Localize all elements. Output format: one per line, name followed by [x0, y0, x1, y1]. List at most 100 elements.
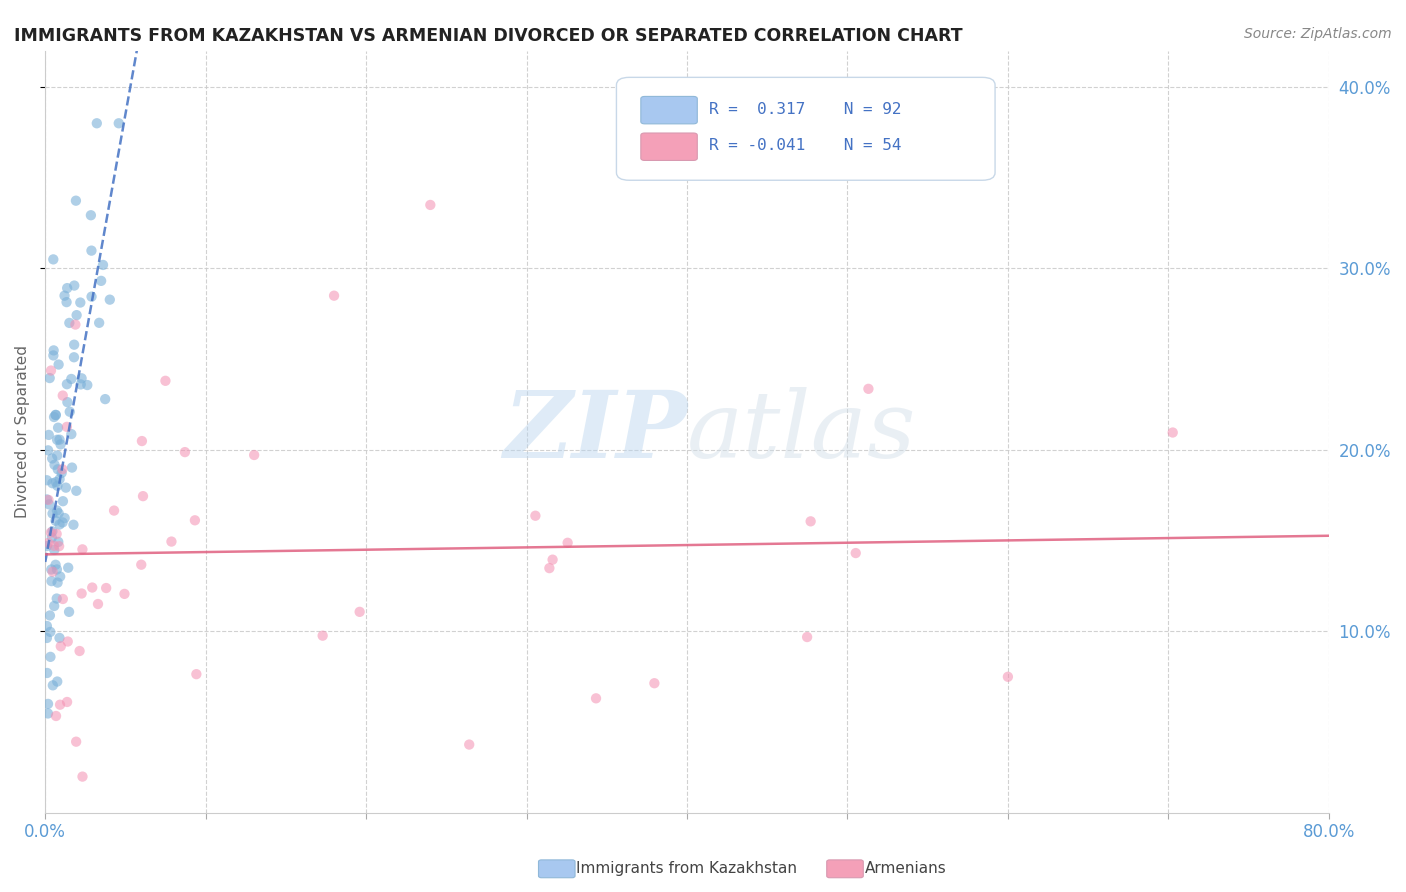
Point [42, 678, 65, 692]
Point [42, 410, 65, 425]
Point [65, 318, 87, 332]
Point [48, 539, 70, 553]
Text: IMMIGRANTS FROM KAZAKHSTAN VS ARMENIAN DIVORCED OR SEPARATED CORRELATION CHART: IMMIGRANTS FROM KAZAKHSTAN VS ARMENIAN D… [14, 27, 963, 45]
Point [46, 433, 69, 447]
Point [37, 492, 59, 507]
Point [70, 586, 93, 600]
Point [94, 392, 117, 406]
Point [87, 597, 110, 611]
Point [63, 278, 86, 293]
Point [38, 608, 60, 623]
Point [65, 483, 87, 498]
Point [585, 691, 607, 706]
Point [55, 481, 77, 495]
Text: Source: ZipAtlas.com: Source: ZipAtlas.com [1244, 27, 1392, 41]
Point [45, 408, 67, 422]
Point [45, 503, 67, 517]
Text: atlas: atlas [688, 387, 917, 477]
Point [524, 508, 547, 523]
Point [69, 295, 91, 310]
Point [796, 630, 818, 644]
Point [132, 489, 155, 503]
Point [48, 433, 70, 447]
Point [37, 536, 59, 550]
Point [46, 674, 69, 689]
Point [37, 697, 59, 711]
Point [72, 542, 94, 557]
Text: R =  0.317    N = 92: R = 0.317 N = 92 [709, 102, 901, 117]
Point [91, 258, 114, 272]
Point [76, 378, 98, 392]
Point [49, 569, 72, 583]
Text: ZIP: ZIP [503, 387, 688, 477]
Point [51, 466, 73, 480]
Point [48, 358, 70, 372]
Point [311, 629, 333, 643]
Point [35, 473, 58, 487]
Point [82, 581, 104, 595]
Point [42, 539, 65, 553]
Point [845, 546, 868, 560]
Point [72, 770, 94, 784]
Point [48, 517, 70, 532]
Point [458, 738, 481, 752]
Point [60, 427, 83, 442]
Point [323, 288, 346, 302]
Point [46, 479, 69, 493]
Point [58, 605, 80, 619]
Point [45, 562, 67, 576]
Point [56, 420, 79, 434]
Point [103, 503, 125, 517]
FancyBboxPatch shape [641, 133, 697, 161]
Point [98, 293, 121, 307]
Point [56, 395, 79, 409]
Point [69, 377, 91, 392]
Point [419, 198, 441, 212]
Point [107, 116, 129, 130]
Point [38, 428, 60, 442]
Point [80, 290, 103, 304]
Point [86, 116, 108, 130]
Point [349, 605, 371, 619]
Point [45, 591, 67, 606]
Point [56, 695, 79, 709]
Point [41, 476, 63, 491]
Point [48, 472, 70, 486]
Point [65, 734, 87, 748]
Point [41, 531, 63, 545]
Point [52, 494, 75, 508]
Point [46, 534, 69, 549]
Point [38, 371, 60, 385]
Text: R = -0.041    N = 54: R = -0.041 N = 54 [709, 138, 901, 153]
Point [49, 698, 72, 712]
Point [39, 562, 62, 576]
Point [53, 511, 76, 525]
Point [46, 575, 69, 590]
Point [53, 288, 76, 302]
Point [56, 377, 79, 392]
Point [89, 316, 111, 330]
Point [35, 492, 58, 507]
Point [63, 351, 86, 365]
FancyBboxPatch shape [641, 96, 697, 124]
Point [35, 539, 58, 553]
Point [42, 343, 65, 358]
Point [80, 244, 103, 258]
Point [38, 497, 60, 511]
Point [44, 599, 66, 613]
Point [56, 634, 79, 648]
Point [49, 640, 72, 654]
Point [41, 507, 63, 521]
Point [41, 574, 63, 588]
Point [557, 536, 579, 550]
Point [155, 374, 177, 388]
Point [58, 316, 80, 330]
Point [39, 649, 62, 664]
Text: Immigrants from Kazakhstan: Immigrants from Kazakhstan [576, 862, 797, 876]
Point [51, 462, 73, 476]
Point [56, 281, 79, 295]
Point [858, 382, 880, 396]
Point [35, 619, 58, 633]
Point [538, 561, 561, 575]
Point [39, 525, 62, 540]
